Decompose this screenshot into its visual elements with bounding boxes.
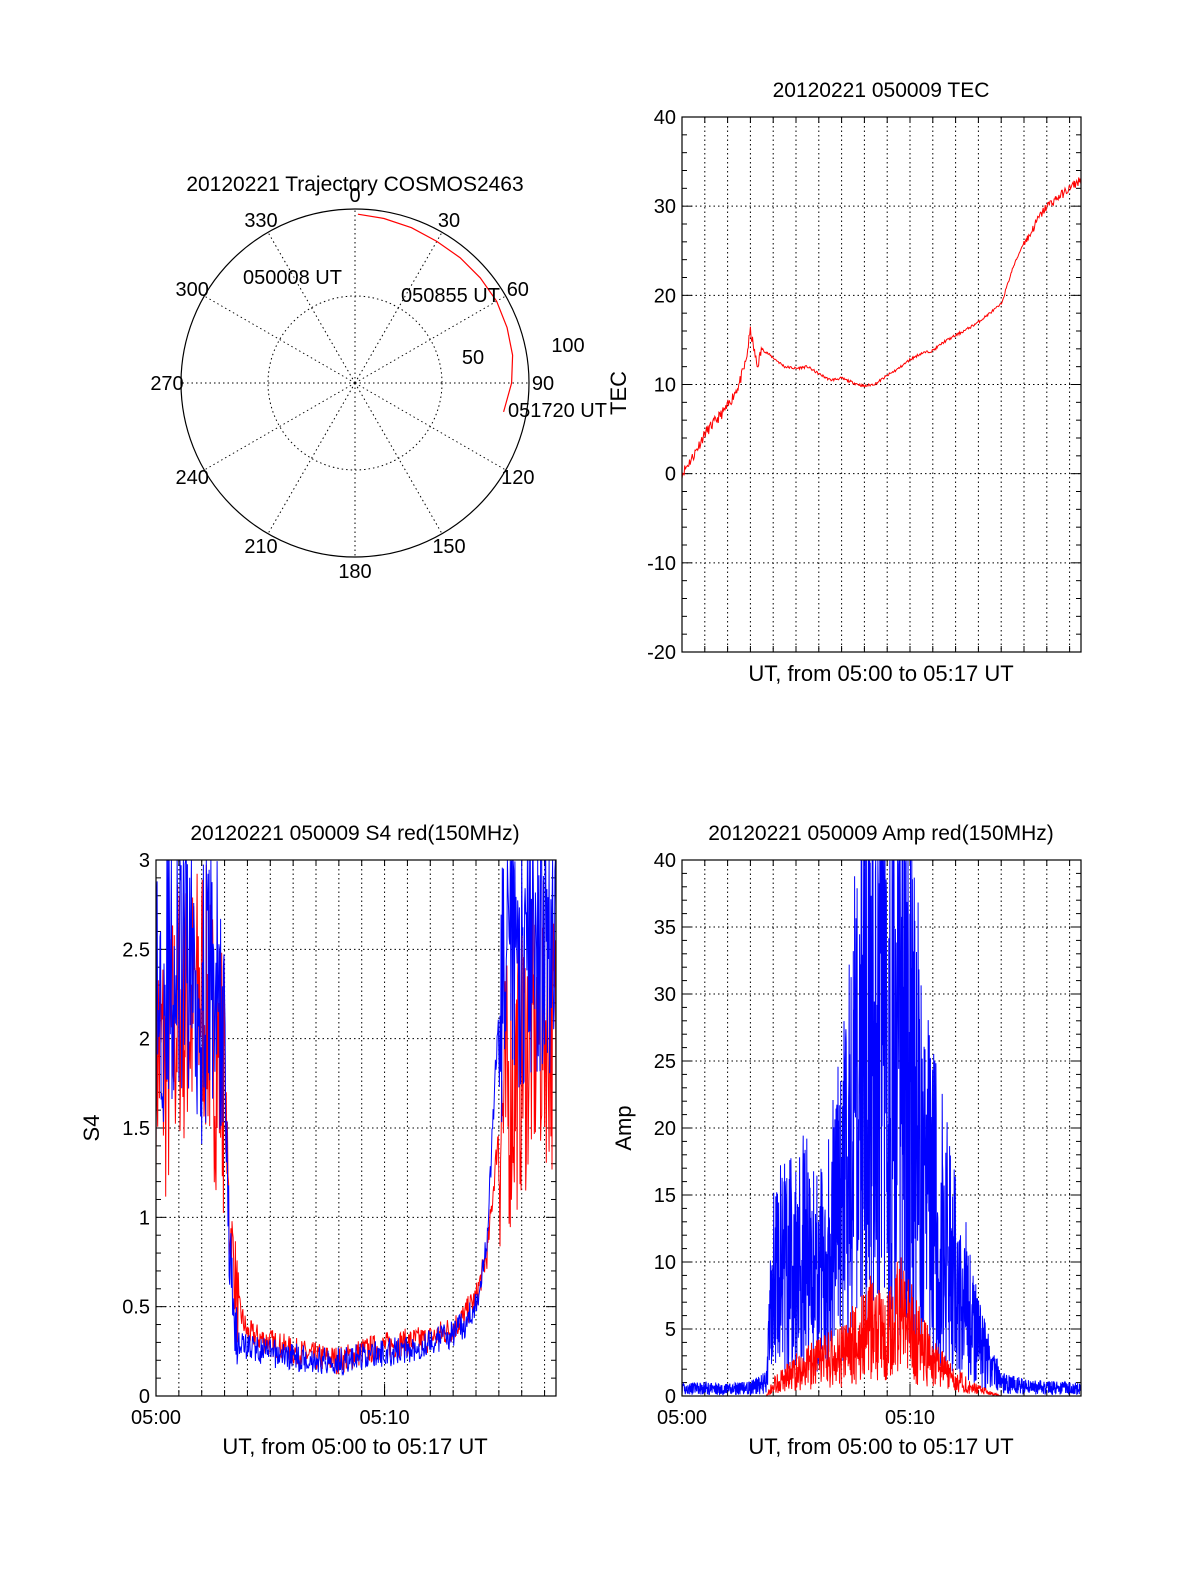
x-tick-label: 05:00: [657, 1407, 707, 1429]
s4-red-series-line: [155, 864, 557, 1375]
polar-spoke: [354, 382, 443, 534]
y-tick-label: 15: [654, 1185, 676, 1207]
tec-series-line: [681, 177, 1082, 480]
y-tick-label: 0: [665, 1386, 676, 1408]
y-tick-label: 0.5: [122, 1297, 150, 1319]
polar-angle-label: 300: [175, 279, 208, 301]
polar-radius-label-100: 100: [551, 335, 584, 357]
y-tick-label: 25: [654, 1051, 676, 1073]
polar-spoke: [204, 382, 356, 471]
amp-frame: [681, 859, 1082, 1397]
s4-chart: 20120221 050009 S4 red(150MHz) 0 0.5 1 1.5 2…: [79, 822, 557, 1459]
s4-y-label: S4: [79, 1115, 104, 1142]
y-tick-label: 35: [654, 917, 676, 939]
y-tick-label: 40: [654, 107, 676, 129]
y-tick-label: -10: [647, 553, 676, 575]
amp-blue-series-line: [681, 859, 1082, 1396]
polar-angle-label: 120: [501, 467, 534, 489]
polar-angle-label: 90: [532, 373, 554, 395]
s4-ticks: 0 0.5 1 1.5 2 2.5 3 05:00 05:10: [122, 850, 556, 1429]
polar-angle-label: 180: [338, 561, 371, 583]
s4-blue-series-line: [155, 859, 557, 1377]
polar-grid: [181, 209, 529, 557]
tec-y-label: TEC: [606, 371, 631, 415]
polar-angle-label: 210: [244, 536, 277, 558]
x-tick-label: 05:10: [885, 1407, 935, 1429]
polar-spoke: [354, 295, 506, 384]
polar-spoke: [204, 295, 356, 384]
tec-frame: [681, 116, 1082, 653]
polar-spoke: [267, 382, 356, 534]
amp-chart: 20120221 050009 Amp red(150MHz) 0 5 10 15 20…: [611, 822, 1082, 1459]
polar-angle-label: 330: [244, 210, 277, 232]
polar-angle-label: 150: [432, 536, 465, 558]
amp-red-series-line: [765, 1257, 1002, 1397]
amp-ticks: 0 5 10 15 20 25 30 35 40 05:00 05:10: [654, 850, 1081, 1429]
s4-x-label: UT, from 05:00 to 05:17 UT: [222, 1434, 487, 1459]
polar-radius-label-50: 50: [462, 347, 484, 369]
y-tick-label: 10: [654, 1252, 676, 1274]
y-tick-label: 1: [139, 1207, 150, 1229]
trajectory-mid-label: 050855 UT: [401, 285, 500, 307]
y-tick-label: 10: [654, 375, 676, 397]
y-tick-label: 0: [665, 464, 676, 486]
polar-spoke: [354, 382, 506, 471]
amp-title: 20120221 050009 Amp red(150MHz): [708, 822, 1054, 845]
amp-x-label: UT, from 05:00 to 05:17 UT: [748, 1434, 1013, 1459]
polar-trajectory-line: [357, 213, 514, 413]
tec-grid: [682, 117, 1081, 652]
tec-y-ticks: -20 -10 0 10 20 30 40: [647, 107, 1081, 664]
y-tick-label: 5: [665, 1319, 676, 1341]
x-tick-label: 05:10: [360, 1407, 410, 1429]
polar-angle-labels: 0 30 60 90 120 150 180 210 240 270 300 330: [150, 185, 554, 583]
polar-spoke: [354, 232, 443, 384]
y-tick-label: 40: [654, 850, 676, 872]
polar-chart: 20120221 Trajectory COSMOS2463 0 30 60 90 12…: [150, 173, 607, 583]
x-tick-label: 05:00: [131, 1407, 181, 1429]
polar-angle-label: 30: [438, 210, 460, 232]
tec-title: 20120221 050009 TEC: [773, 79, 990, 102]
tec-chart: 20120221 050009 TEC -20 -10 0 10 20 30 40 UT, …: [606, 79, 1082, 686]
y-tick-label: 20: [654, 285, 676, 307]
y-tick-label: 30: [654, 984, 676, 1006]
polar-title: 20120221 Trajectory COSMOS2463: [186, 173, 523, 196]
y-tick-label: 0: [139, 1386, 150, 1408]
s4-title: 20120221 050009 S4 red(150MHz): [190, 822, 519, 845]
y-tick-label: 2: [139, 1029, 150, 1051]
trajectory-start-label: 050008 UT: [243, 267, 342, 289]
polar-angle-label: 240: [175, 467, 208, 489]
y-tick-label: -20: [647, 642, 676, 664]
amp-y-label: Amp: [611, 1105, 636, 1150]
tec-x-label: UT, from 05:00 to 05:17 UT: [748, 661, 1013, 686]
polar-spoke: [267, 232, 356, 384]
y-tick-label: 20: [654, 1118, 676, 1140]
y-tick-label: 3: [139, 850, 150, 872]
polar-angle-label: 270: [150, 373, 183, 395]
y-tick-label: 2.5: [122, 939, 150, 961]
s4-frame: [155, 859, 557, 1397]
y-tick-label: 1.5: [122, 1118, 150, 1140]
trajectory-end-label: 051720 UT: [508, 400, 607, 422]
polar-angle-label: 0: [349, 185, 360, 207]
polar-outer-circle: [180, 208, 530, 558]
y-tick-label: 30: [654, 196, 676, 218]
polar-angle-label: 60: [507, 279, 529, 301]
